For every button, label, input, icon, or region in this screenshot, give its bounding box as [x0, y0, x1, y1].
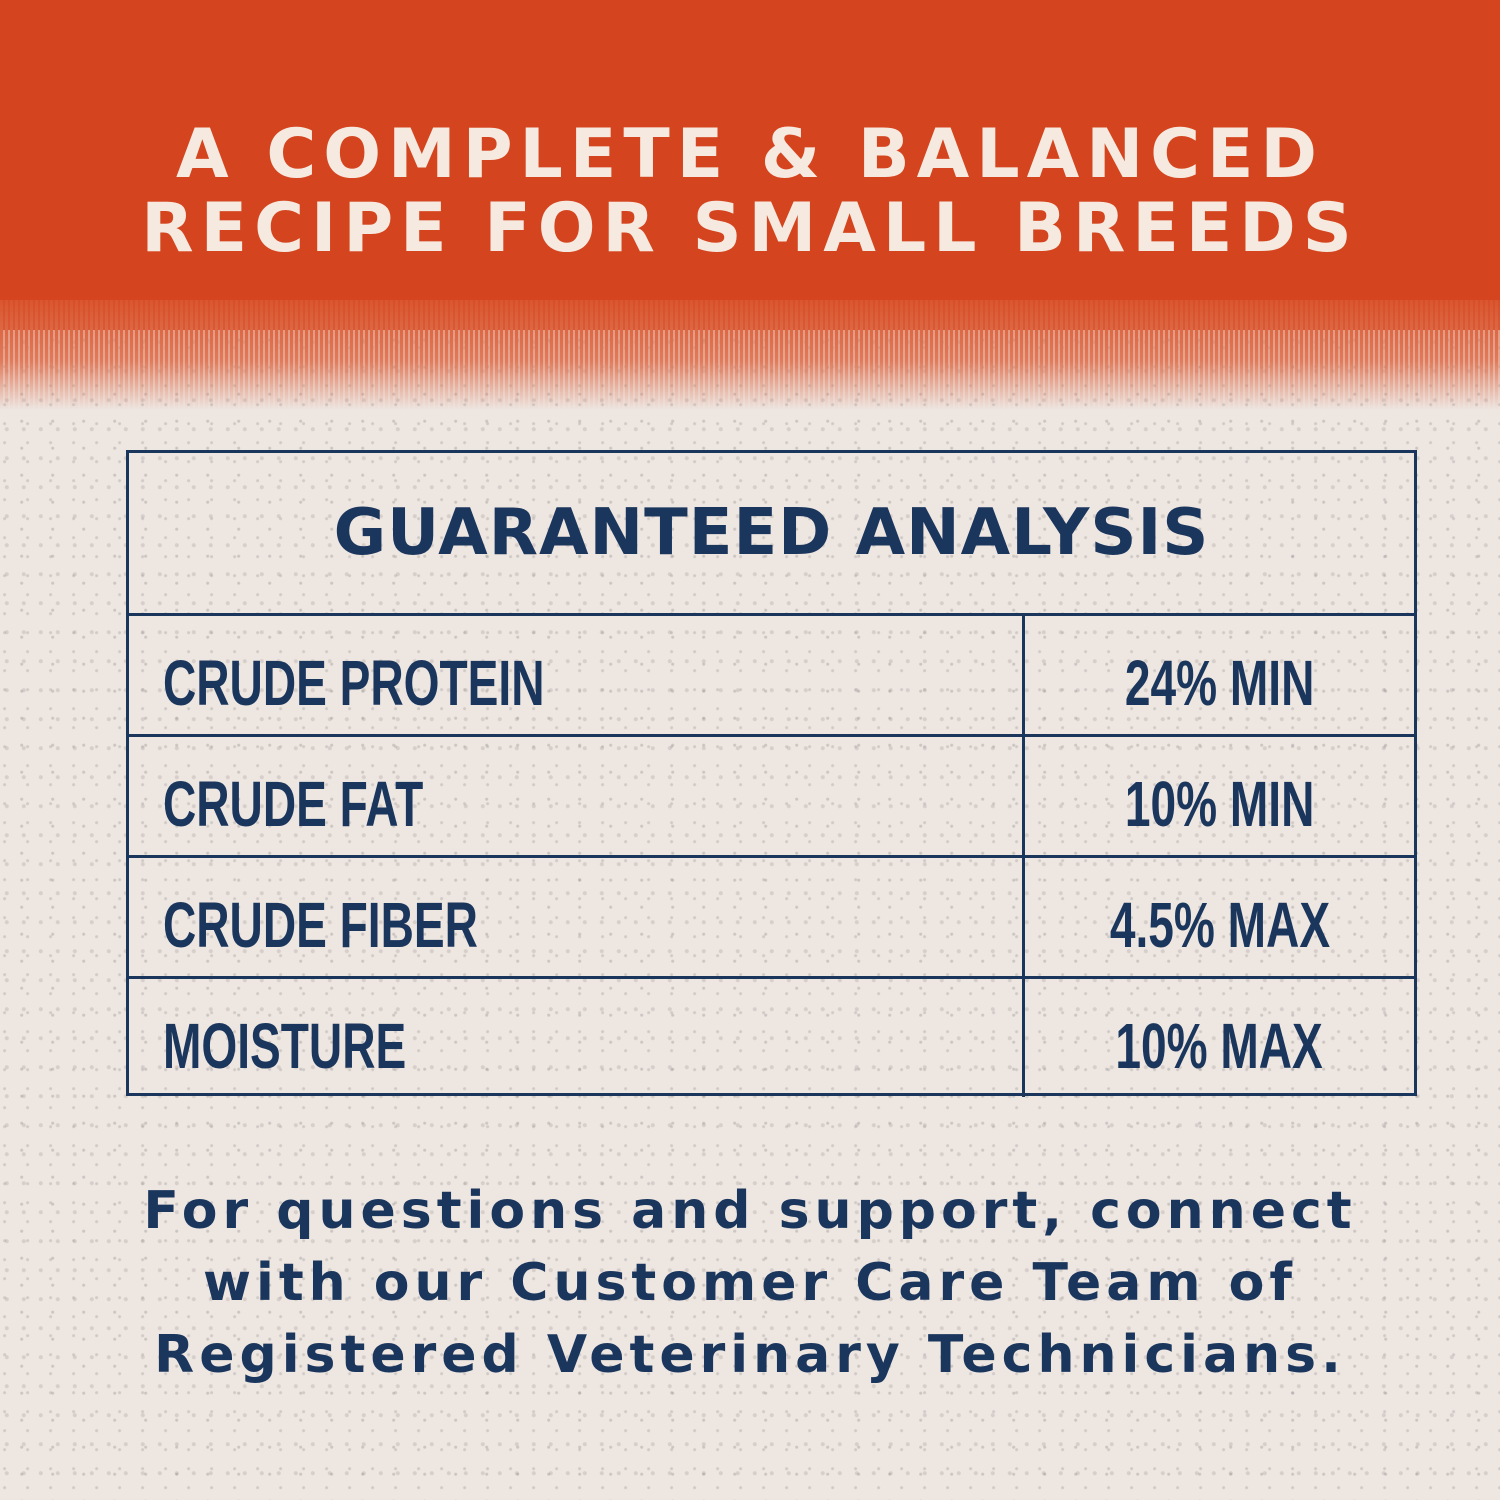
row-label: CRUDE FAT	[163, 768, 424, 840]
support-line-1: For questions and support, connect	[143, 1181, 1357, 1241]
table-row: CRUDE FIBER 4.5% MAX	[129, 858, 1414, 979]
brush-edge	[0, 300, 1500, 410]
headline-line-2: RECIPE FOR SMALL BREEDS	[141, 189, 1359, 268]
row-label: MOISTURE	[163, 1010, 407, 1082]
guaranteed-analysis-table: GUARANTEED ANALYSIS CRUDE PROTEIN 24% MI…	[126, 450, 1417, 1097]
row-label: CRUDE FIBER	[163, 889, 478, 961]
table-row: MOISTURE 10% MAX	[129, 979, 1414, 1097]
support-line-3: Registered Veterinary Technicians.	[154, 1325, 1346, 1385]
headline-line-1: A COMPLETE & BALANCED	[176, 115, 1324, 194]
row-label: CRUDE PROTEIN	[163, 647, 545, 719]
headline: A COMPLETE & BALANCED RECIPE FOR SMALL B…	[0, 118, 1500, 266]
row-value: 24% MIN	[1124, 647, 1315, 719]
row-value: 10% MAX	[1115, 1010, 1324, 1082]
table-row: CRUDE FAT 10% MIN	[129, 737, 1414, 858]
row-value: 10% MIN	[1124, 768, 1315, 840]
support-note: For questions and support, connect with …	[0, 1175, 1500, 1391]
row-value: 4.5% MAX	[1109, 889, 1330, 961]
table-row: CRUDE PROTEIN 24% MIN	[129, 616, 1414, 737]
support-line-2: with our Customer Care Team of	[202, 1253, 1298, 1313]
orange-brush-band	[0, 0, 1500, 330]
table-title: GUARANTEED ANALYSIS	[129, 453, 1414, 616]
